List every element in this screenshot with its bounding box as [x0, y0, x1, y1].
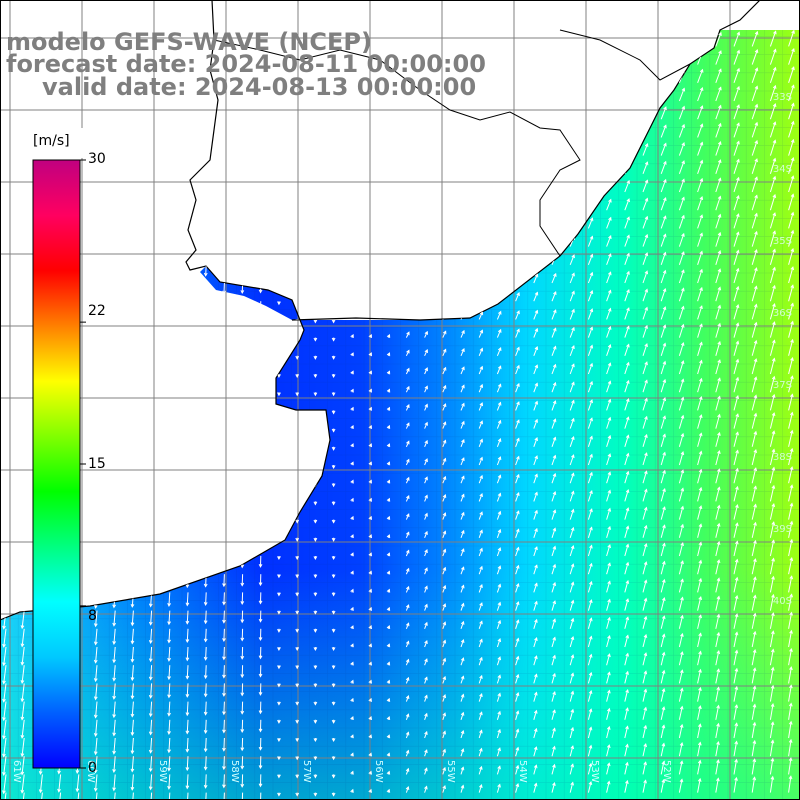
lon-label: 52W: [661, 760, 672, 783]
lat-label: 39S: [773, 524, 792, 535]
lon-label: 61W: [11, 760, 22, 783]
lat-label: 33S: [773, 92, 792, 103]
lon-label: 56W: [373, 760, 384, 783]
lat-label: 38S: [773, 452, 792, 463]
lat-label: 37S: [773, 380, 792, 391]
lon-label: 57W: [301, 760, 312, 783]
lon-label: 53W: [589, 760, 600, 783]
lat-label: 35S: [773, 236, 792, 247]
colorbar-tick-15: 15: [88, 456, 106, 472]
lon-label: 60W: [85, 760, 96, 783]
lon-label: 54W: [517, 760, 528, 783]
colorbar-tick-30: 30: [88, 151, 106, 167]
lagoon-outline: [559, 29, 691, 81]
lon-label: 55W: [445, 760, 456, 783]
country-border: [213, 39, 581, 257]
colorbar-tick-0: 0: [88, 760, 97, 776]
colorbar-unit-label: [m/s]: [31, 133, 72, 149]
coastline-uruguay-brazil: [291, 0, 761, 321]
lon-label: 58W: [229, 760, 240, 783]
lon-label: 59W: [157, 760, 168, 783]
lat-label: 40S: [773, 596, 792, 607]
colorbar-tick-22: 22: [88, 303, 106, 319]
valid-date: valid date: 2024-08-13 00:00:00: [42, 73, 477, 101]
colorbar-tick-8: 8: [88, 608, 97, 624]
colorbar: [32, 159, 81, 769]
forecast-date: forecast date: 2024-08-11 00:00:00: [6, 50, 486, 78]
model-title: modelo GEFS-WAVE (NCEP): [6, 28, 372, 56]
lat-label: 36S: [773, 308, 792, 319]
lat-label: 34S: [773, 164, 792, 175]
coastline: [0, 0, 331, 621]
